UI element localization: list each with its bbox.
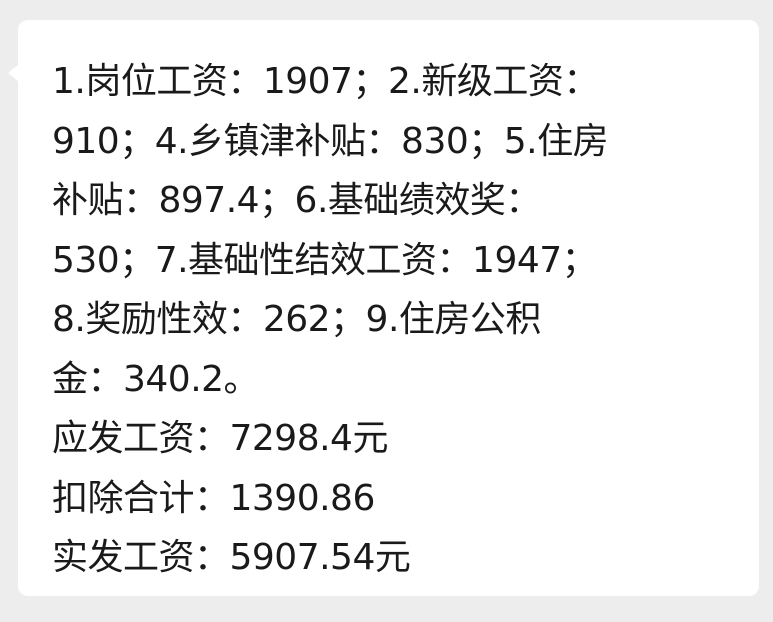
net-pay-line: 实发工资：5907.54元 (52, 537, 411, 578)
message-line: 910；4.乡镇津补贴：830；5.住房 (52, 120, 609, 162)
bubble-tail (8, 64, 19, 82)
message-line: 530；7.基础性结效工资：1947； (52, 239, 598, 281)
gross-pay-line: 应发工资：7298.4元 (52, 418, 388, 459)
message-line: 金：340.2。 (52, 358, 260, 400)
message-line: 补贴：897.4；6.基础绩效奖： (52, 180, 541, 221)
message-line: 1.岗位工资：1907；2.新级工资： (52, 61, 599, 102)
chat-message-bubble[interactable]: 1.岗位工资：1907；2.新级工资： 910；4.乡镇津补贴：830；5.住房… (18, 20, 759, 596)
deductions-line: 扣除合计：1390.86 (52, 477, 375, 519)
message-text: 1.岗位工资：1907；2.新级工资： 910；4.乡镇津补贴：830；5.住房… (52, 52, 609, 588)
message-line: 8.奖励性效：262；9.住房公积 (52, 299, 541, 340)
